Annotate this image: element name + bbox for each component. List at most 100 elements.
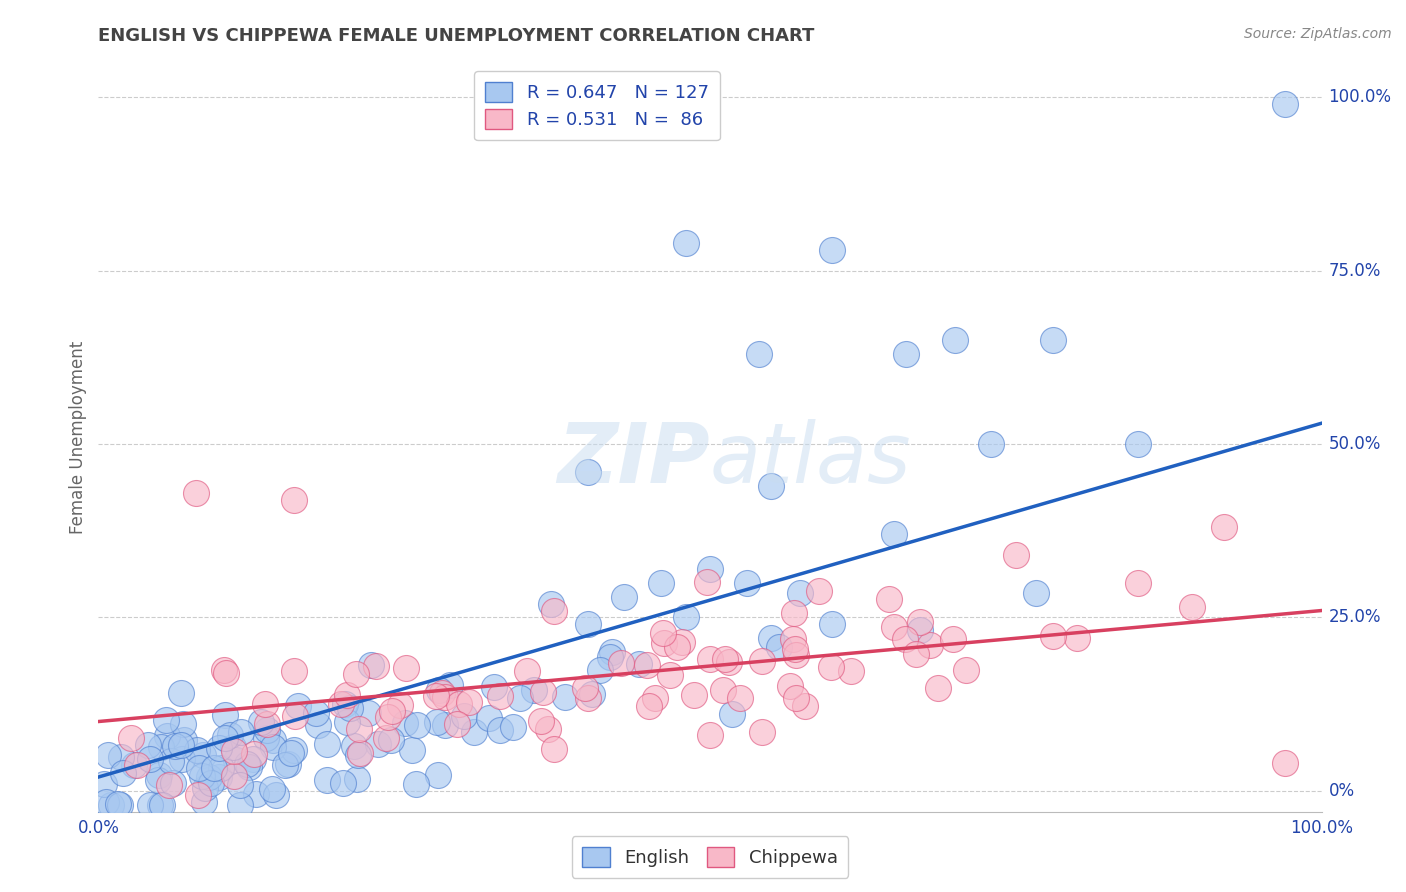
Point	[380, 732, 402, 747]
Point	[1128, 437, 1150, 451]
Point	[110, 797, 132, 812]
Point	[191, 768, 214, 782]
Point	[405, 777, 427, 791]
Point	[783, 606, 806, 620]
Point	[214, 731, 236, 746]
Point	[200, 775, 222, 789]
Point	[779, 679, 801, 693]
Point	[110, 749, 132, 764]
Point	[751, 724, 773, 739]
Point	[659, 668, 682, 682]
Point	[783, 641, 806, 656]
Point	[807, 583, 830, 598]
Point	[793, 699, 815, 714]
Text: Source: ZipAtlas.com: Source: ZipAtlas.com	[1244, 27, 1392, 41]
Point	[1274, 756, 1296, 771]
Point	[905, 648, 928, 662]
Point	[1212, 520, 1234, 534]
Text: 0%: 0%	[1329, 782, 1355, 800]
Point	[136, 738, 159, 752]
Text: ENGLISH VS CHIPPEWA FEMALE UNEMPLOYMENT CORRELATION CHART: ENGLISH VS CHIPPEWA FEMALE UNEMPLOYMENT …	[98, 27, 815, 45]
Point	[93, 777, 115, 791]
Point	[1025, 585, 1047, 599]
Point	[381, 704, 404, 718]
Point	[613, 590, 636, 604]
Point	[329, 697, 352, 711]
Point	[214, 665, 236, 680]
Point	[208, 771, 231, 785]
Point	[502, 720, 524, 734]
Point	[280, 746, 302, 760]
Point	[155, 713, 177, 727]
Text: atlas: atlas	[710, 419, 911, 500]
Point	[540, 597, 562, 611]
Point	[150, 797, 173, 812]
Point	[717, 655, 740, 669]
Point	[346, 747, 368, 762]
Point	[111, 765, 134, 780]
Point	[841, 664, 863, 678]
Point	[600, 645, 623, 659]
Point	[751, 654, 773, 668]
Point	[344, 666, 367, 681]
Point	[219, 728, 242, 742]
Point	[162, 775, 184, 789]
Point	[367, 737, 389, 751]
Point	[187, 760, 209, 774]
Point	[699, 562, 721, 576]
Point	[714, 652, 737, 666]
Point	[1181, 599, 1204, 614]
Point	[537, 722, 560, 736]
Point	[222, 740, 245, 755]
Point	[347, 722, 370, 736]
Point	[730, 691, 752, 706]
Point	[433, 717, 456, 731]
Point	[165, 739, 187, 753]
Point	[543, 604, 565, 618]
Point	[478, 711, 501, 725]
Point	[360, 657, 382, 672]
Point	[576, 617, 599, 632]
Point	[148, 768, 170, 782]
Point	[877, 591, 900, 606]
Point	[339, 701, 361, 715]
Point	[388, 698, 411, 713]
Point	[307, 718, 329, 732]
Point	[789, 586, 811, 600]
Y-axis label: Female Unemployment: Female Unemployment	[69, 341, 87, 533]
Point	[980, 437, 1002, 451]
Point	[516, 665, 538, 679]
Point	[256, 723, 278, 738]
Point	[107, 797, 129, 811]
Point	[821, 617, 844, 632]
Point	[735, 575, 758, 590]
Point	[671, 635, 693, 649]
Point	[636, 658, 658, 673]
Point	[254, 731, 277, 745]
Point	[122, 757, 145, 772]
Point	[675, 235, 697, 250]
Point	[1004, 548, 1026, 562]
Point	[748, 347, 770, 361]
Point	[156, 729, 179, 743]
Point	[942, 632, 965, 647]
Point	[138, 752, 160, 766]
Point	[186, 743, 208, 757]
Point	[1042, 629, 1064, 643]
Point	[652, 626, 675, 640]
Point	[356, 706, 378, 720]
Point	[927, 681, 949, 696]
Point	[908, 615, 931, 630]
Point	[785, 648, 807, 662]
Point	[97, 747, 120, 762]
Point	[675, 610, 697, 624]
Point	[336, 714, 359, 729]
Point	[170, 738, 193, 752]
Text: 75.0%: 75.0%	[1329, 261, 1381, 279]
Point	[236, 757, 259, 772]
Point	[820, 659, 842, 673]
Point	[609, 656, 631, 670]
Point	[262, 739, 284, 754]
Point	[149, 797, 172, 812]
Text: 100.0%: 100.0%	[1329, 88, 1392, 106]
